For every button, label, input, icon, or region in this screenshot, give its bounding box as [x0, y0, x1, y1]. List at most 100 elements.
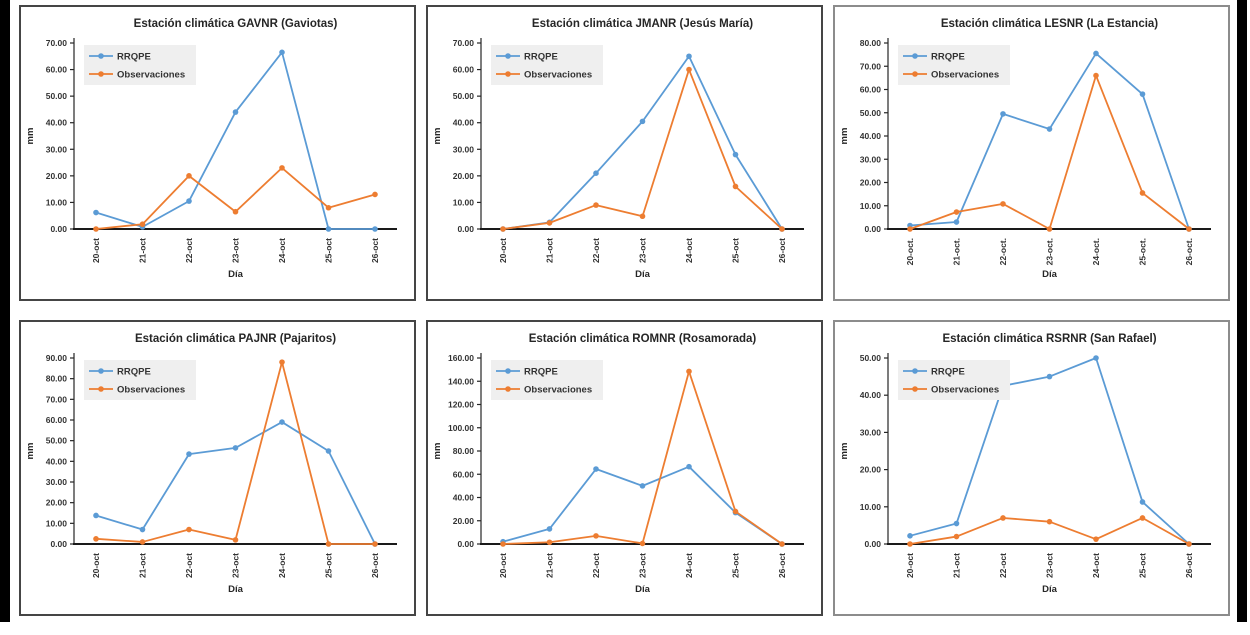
- y-tick-label: 30.00: [46, 477, 68, 487]
- y-tick-label: 30.00: [46, 144, 68, 154]
- x-tick-label: 25-oct: [731, 553, 741, 578]
- y-tick-label: 100.00: [448, 423, 474, 433]
- y-tick-label: 160.00: [448, 353, 474, 363]
- x-tick-label: 23-oct.: [1045, 238, 1055, 265]
- x-tick-label: 26-oct: [370, 553, 380, 578]
- x-tick-label: 26-oct: [1184, 553, 1194, 578]
- y-tick-label: 20.00: [46, 498, 68, 508]
- y-tick-label: 0.00: [457, 224, 474, 234]
- data-point-marker-observaciones: [907, 541, 913, 547]
- chart-box-rsrnr: Estación climática RSRNR (San Rafael) 0.0…: [833, 320, 1230, 616]
- y-tick-label: 80.00: [860, 38, 882, 48]
- x-tick-label: 24-oct: [684, 553, 694, 578]
- data-point-marker-observaciones: [1186, 541, 1192, 547]
- data-point-marker-observaciones: [186, 173, 192, 179]
- x-tick-label: 20-oct: [905, 553, 915, 578]
- data-point-marker-rrqpe: [279, 49, 285, 56]
- legend-background: [84, 360, 196, 400]
- legend: RRQPE Observaciones: [898, 45, 1010, 85]
- data-point-marker-rrqpe: [93, 209, 99, 216]
- y-tick-label: 60.00: [453, 469, 475, 479]
- data-point-marker-rrqpe: [325, 226, 332, 232]
- data-point-marker-observaciones: [500, 541, 506, 547]
- data-point-marker-rrqpe: [1139, 499, 1146, 505]
- x-axis-title: Día: [1042, 269, 1058, 280]
- data-point-marker-observaciones: [546, 539, 553, 546]
- x-tick-label: 22-oct: [184, 553, 194, 578]
- data-point-marker-rrqpe: [953, 219, 960, 225]
- legend-marker: [98, 386, 104, 392]
- data-point-marker-observaciones: [372, 191, 378, 198]
- data-point-marker-observaciones: [139, 539, 146, 545]
- y-tick-label: 50.00: [46, 91, 68, 101]
- x-tick-label: 24-oct: [277, 553, 287, 578]
- data-point-marker-rrqpe: [279, 419, 285, 425]
- chart-canvas-romnr: Estación climática ROMNR (Rosamorada) 0.0…: [432, 333, 804, 595]
- data-point-marker-rrqpe: [593, 170, 599, 176]
- x-tick-label: 24-oct.: [1091, 238, 1101, 265]
- data-point-marker-rrqpe: [1093, 50, 1099, 57]
- legend-background: [84, 45, 196, 85]
- data-point-marker-rrqpe: [139, 526, 146, 533]
- data-point-marker-rrqpe: [186, 451, 192, 457]
- data-point-marker-observaciones: [139, 221, 146, 228]
- data-point-marker-observaciones: [1046, 518, 1053, 525]
- x-tick-label: 22-oct.: [998, 238, 1008, 265]
- y-tick-label: 50.00: [46, 436, 68, 446]
- x-axis-title: Día: [228, 269, 244, 280]
- right-edge-bar: [1237, 0, 1247, 622]
- legend-label: Observaciones: [931, 70, 999, 81]
- data-point-marker-rrqpe: [546, 526, 553, 532]
- legend: RRQPE Observaciones: [84, 360, 196, 400]
- x-tick-label: 25-oct: [324, 238, 334, 263]
- data-point-marker-observaciones: [639, 540, 646, 547]
- x-tick-label: 25-oct: [731, 238, 741, 263]
- data-point-marker-observaciones: [639, 213, 646, 220]
- legend-label: RRQPE: [117, 367, 151, 378]
- data-point-marker-observaciones: [93, 226, 99, 232]
- data-point-marker-observaciones: [279, 359, 285, 365]
- data-point-marker-rrqpe: [732, 151, 739, 158]
- y-tick-label: 30.00: [860, 154, 882, 164]
- legend-marker: [98, 71, 104, 77]
- x-tick-label: 21-oct: [952, 553, 962, 578]
- data-point-marker-observaciones: [232, 208, 239, 215]
- y-tick-label: 20.00: [453, 171, 475, 181]
- y-axis-title: mm: [432, 443, 443, 460]
- legend-label: Observaciones: [524, 70, 592, 81]
- legend-marker: [912, 368, 918, 374]
- data-point-marker-rrqpe: [639, 118, 646, 125]
- y-tick-label: 0.00: [50, 539, 67, 549]
- data-point-marker-observaciones: [232, 537, 239, 543]
- chart-box-lesnr: Estación climática LESNR (La Estancia) 0.…: [833, 5, 1230, 301]
- y-tick-label: 60.00: [46, 415, 68, 425]
- x-tick-label: 22-oct: [591, 238, 601, 263]
- legend-marker: [912, 71, 918, 77]
- x-tick-label: 24-oct: [684, 238, 694, 263]
- legend-marker: [505, 368, 511, 374]
- chart-canvas-pajnr: Estación climática PAJNR (Pajaritos) 0.00…: [25, 333, 397, 595]
- data-point-marker-observaciones: [779, 541, 785, 547]
- x-tick-label: 22-oct: [591, 553, 601, 578]
- x-tick-label: 26-oct: [370, 238, 380, 263]
- data-point-marker-observaciones: [779, 226, 785, 232]
- y-tick-label: 10.00: [46, 197, 68, 207]
- y-tick-label: 60.00: [860, 85, 882, 95]
- y-axis-title: mm: [839, 443, 850, 460]
- series-line-observaciones: [909, 74, 1190, 230]
- y-tick-label: 30.00: [860, 427, 882, 437]
- x-tick-label: 20-oct: [91, 238, 101, 263]
- x-tick-label: 26-oct.: [1184, 238, 1194, 265]
- data-point-marker-rrqpe: [1046, 373, 1053, 380]
- data-point-marker-observaciones: [686, 66, 692, 73]
- legend-marker: [505, 53, 511, 59]
- left-edge-bar: [0, 0, 10, 622]
- chart-title: Estación climática ROMNR (Rosamorada): [529, 333, 757, 345]
- data-point-marker-observaciones: [1186, 226, 1192, 232]
- legend-label: Observaciones: [117, 70, 185, 81]
- chart-canvas-lesnr: Estación climática LESNR (La Estancia) 0.…: [839, 18, 1211, 280]
- y-tick-label: 40.00: [860, 390, 882, 400]
- charts-row-bottom: Estación climática PAJNR (Pajaritos) 0.00…: [19, 320, 1230, 616]
- legend-background: [898, 360, 1010, 400]
- data-point-marker-observaciones: [546, 220, 553, 226]
